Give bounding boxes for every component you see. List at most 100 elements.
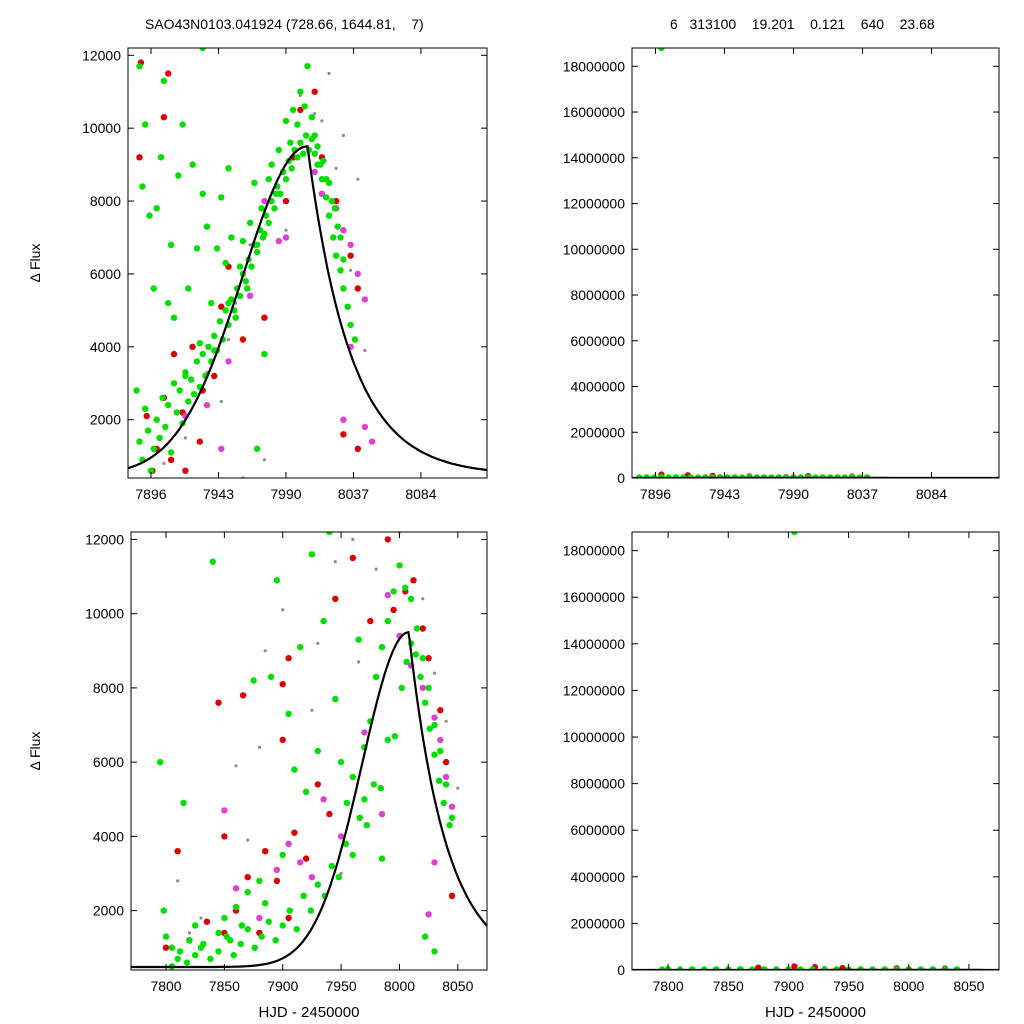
point-green (421, 699, 429, 706)
point-green (185, 285, 192, 292)
point-green (271, 205, 278, 212)
point-magenta (431, 714, 438, 721)
point-green (209, 558, 216, 565)
light-curve-title: SAO43N0103.041924 (728.66, 1644.81, 7) (145, 16, 424, 32)
point-gray (248, 243, 252, 247)
point-green (192, 922, 199, 929)
point-magenta (347, 241, 354, 248)
point-gray (349, 268, 353, 272)
point-gray (262, 458, 266, 462)
point-green (337, 267, 344, 274)
point-red (221, 833, 228, 840)
point-green (193, 245, 201, 252)
point-green (142, 121, 149, 128)
point-magenta (275, 237, 282, 245)
y-tick-label: 14000000 (563, 636, 626, 652)
y-tick-label: 10000000 (563, 241, 626, 257)
point-green (176, 387, 183, 394)
points-group (636, 48, 871, 478)
point-magenta (384, 591, 391, 599)
point-green (136, 62, 143, 70)
point-green (340, 256, 347, 263)
point-green (186, 937, 193, 944)
point-green (193, 358, 201, 365)
panel-bottom-left: 7800 7850 7900 7950 8000 8050 2000 4000 6000 8000… (27, 531, 488, 1021)
point-red (165, 70, 172, 77)
y-tick-label: 12000000 (563, 682, 626, 698)
plot-frame (631, 531, 1000, 971)
point-green (294, 154, 301, 161)
point-green (425, 684, 432, 692)
point-green (265, 918, 272, 925)
point-green (304, 62, 311, 70)
point-red (170, 350, 178, 358)
point-green (230, 952, 237, 959)
point-magenta (361, 296, 369, 303)
point-green (287, 139, 294, 146)
point-green (297, 643, 304, 651)
point-green (302, 788, 310, 795)
point-green (300, 150, 307, 157)
point-green (157, 758, 164, 766)
point-magenta (225, 358, 232, 365)
point-green (343, 799, 351, 807)
point-red (174, 848, 181, 855)
point-green (320, 617, 327, 625)
point-green (170, 380, 178, 387)
point-green (396, 562, 403, 569)
point-green (222, 307, 229, 314)
point-green (189, 161, 196, 168)
point-red (340, 431, 347, 438)
point-magenta (419, 684, 426, 692)
y-tick-label: 8000000 (570, 287, 625, 303)
point-red (419, 625, 426, 632)
point-magenta (218, 445, 225, 452)
point-green (435, 777, 443, 784)
x-tick-label: 7896 (640, 486, 671, 502)
point-green (261, 350, 268, 358)
point-green (188, 376, 195, 383)
point-green (308, 135, 315, 143)
x-tick-label: 8050 (953, 978, 984, 994)
panel-top-left: 7896 7943 7990 8037 8084 2000 4000 6000 8000 1000… (27, 47, 488, 502)
point-red (218, 303, 225, 310)
point-green (167, 241, 175, 248)
point-green (272, 937, 279, 944)
point-green (308, 551, 316, 558)
point-green (182, 369, 189, 376)
point-green (175, 172, 182, 179)
point-red (354, 285, 361, 292)
point-green (250, 677, 257, 684)
point-gray (334, 166, 338, 170)
point-green (162, 423, 169, 431)
point-red (302, 855, 310, 862)
point-red (755, 964, 762, 970)
point-magenta (297, 859, 304, 866)
point-green (421, 933, 429, 940)
point-green (333, 252, 340, 259)
point-magenta (425, 911, 432, 918)
point-green (419, 655, 426, 662)
point-green (279, 851, 286, 859)
point-red (332, 595, 339, 602)
y-tick-label: 6000000 (570, 333, 625, 349)
point-magenta (361, 729, 368, 736)
point-green (337, 234, 344, 241)
point-green (301, 103, 308, 110)
point-gray (234, 764, 238, 768)
point-green (222, 259, 229, 267)
y-tick-label: 2000 (90, 412, 121, 428)
point-green (183, 959, 191, 966)
y-tick-label: 4000 (93, 828, 124, 844)
point-green (144, 427, 152, 434)
point-red (239, 692, 247, 699)
point-gray (263, 649, 267, 653)
point-green (323, 194, 330, 201)
point-red (143, 412, 150, 420)
point-red (279, 681, 286, 688)
point-red (390, 606, 397, 614)
point-green (417, 673, 424, 680)
point-green (192, 952, 199, 959)
x-tick-label: 8037 (847, 486, 878, 502)
